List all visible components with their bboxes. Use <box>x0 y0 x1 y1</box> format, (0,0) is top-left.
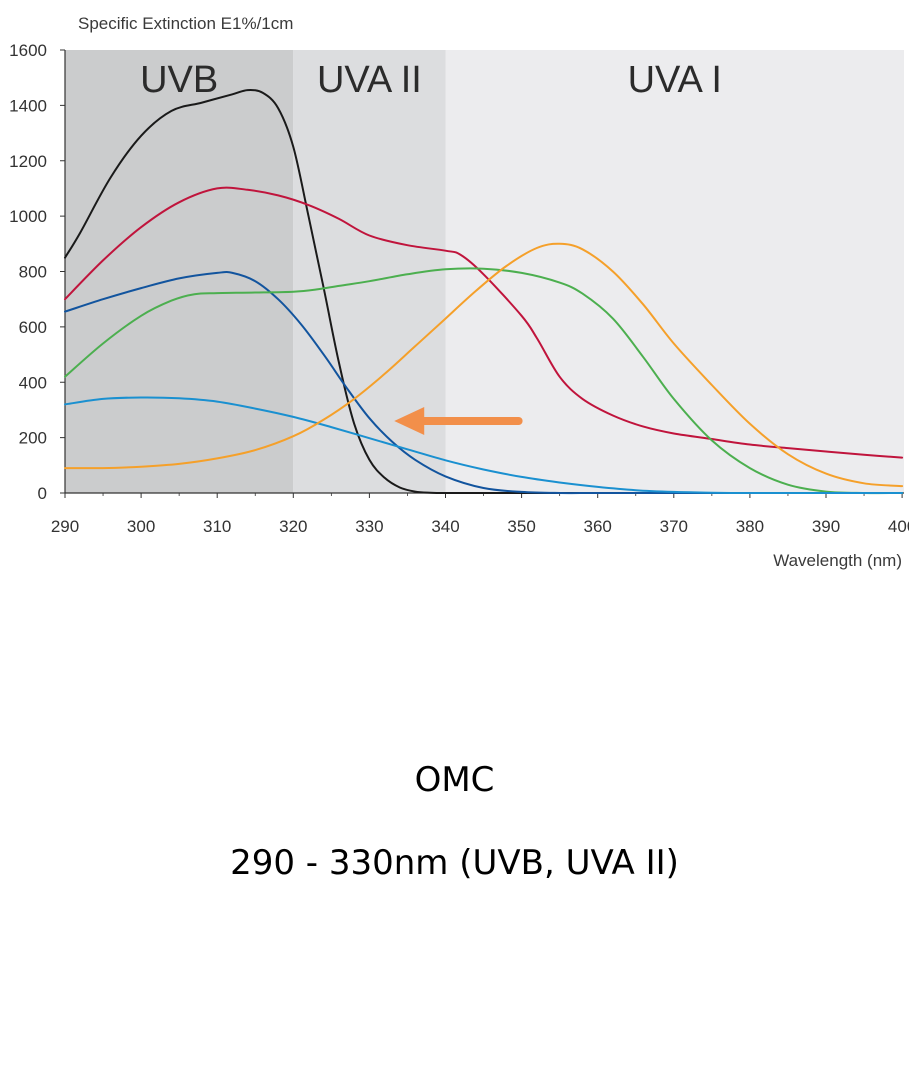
spectra-lines <box>64 89 904 495</box>
annotations <box>394 407 523 436</box>
y-tick-label-0: 0 <box>38 484 47 503</box>
x-tick-label-370: 370 <box>660 517 688 536</box>
x-tick-label-320: 320 <box>279 517 307 536</box>
series-line-4 <box>64 396 904 495</box>
x-tick-label-340: 340 <box>431 517 459 536</box>
x-tick-label-360: 360 <box>584 517 612 536</box>
y-axis-title: Specific Extinction E1%/1cm <box>78 14 294 33</box>
series-line-5 <box>64 242 904 488</box>
band-label-1: UVA II <box>317 59 422 101</box>
x-tick-label-290: 290 <box>51 517 79 536</box>
y-tick-label-600: 600 <box>19 318 47 337</box>
y-tick-label-1600: 1600 <box>9 41 47 60</box>
x-tick-label-330: 330 <box>355 517 383 536</box>
series-line-3 <box>64 267 904 495</box>
y-tick-label-400: 400 <box>19 373 47 392</box>
y-tick-label-1400: 1400 <box>9 96 47 115</box>
x-tick-label-380: 380 <box>736 517 764 536</box>
y-tick-label-1000: 1000 <box>9 207 47 226</box>
y-tick-label-200: 200 <box>19 429 47 448</box>
arrow-head <box>394 407 425 436</box>
uv-bands: UVB UVA II UVA I <box>65 50 904 493</box>
x-tick-label-390: 390 <box>812 517 840 536</box>
absorption-spectrum-chart: UVB UVA II UVA I 0 200 400 600 800 1000 1200 1400… <box>9 41 909 536</box>
x-tick-label-400: 400 <box>888 517 909 536</box>
band-0 <box>65 50 294 493</box>
caption-compound: OMC <box>414 760 495 800</box>
y-tick-label-1200: 1200 <box>9 152 47 171</box>
band-label-0: UVB <box>140 59 218 101</box>
series-line-1 <box>64 186 904 459</box>
x-axis-title: Wavelength (nm) <box>773 551 902 570</box>
band-label-2: UVA I <box>628 59 722 101</box>
axes: 0 200 400 600 800 1000 1200 1400 1600 290 300 310 32… <box>9 41 909 536</box>
y-tick-label-800: 800 <box>19 263 47 282</box>
x-tick-label-300: 300 <box>127 517 155 536</box>
caption-range: 290 - 330nm (UVB, UVA II) <box>230 843 679 883</box>
x-tick-label-310: 310 <box>203 517 231 536</box>
series-line-2 <box>64 271 904 495</box>
x-tick-label-350: 350 <box>507 517 535 536</box>
